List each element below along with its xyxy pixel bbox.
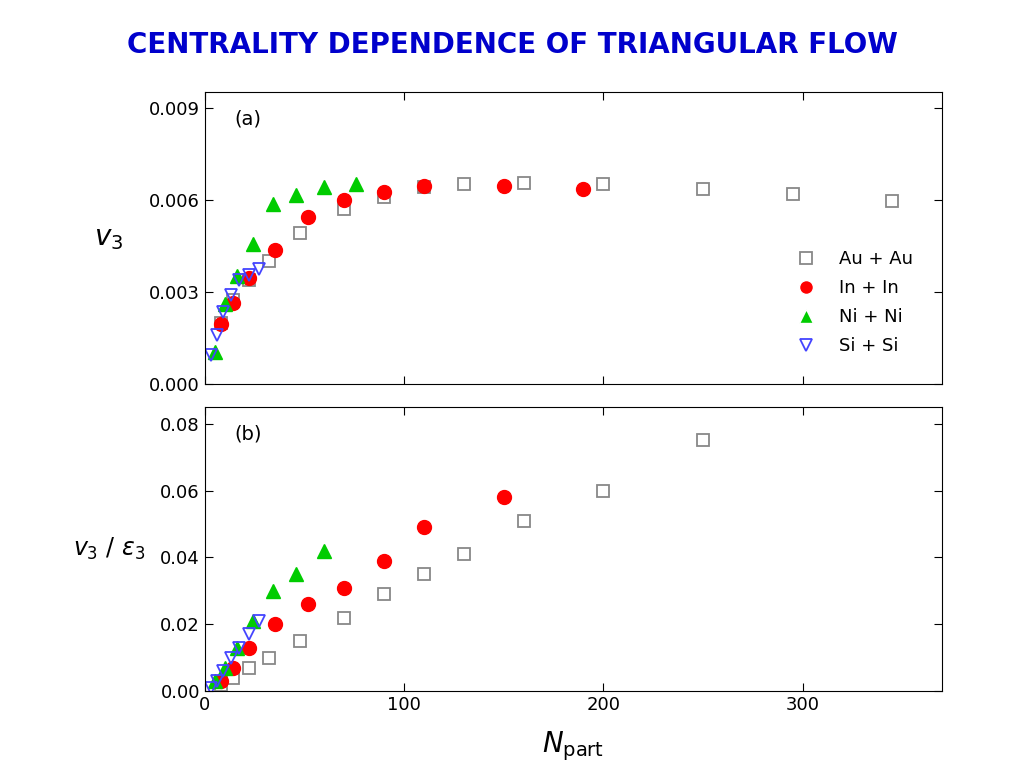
Text: (b): (b) bbox=[234, 424, 262, 443]
Text: (a): (a) bbox=[234, 110, 261, 129]
Text: $N_{\mathrm{part}}$: $N_{\mathrm{part}}$ bbox=[543, 730, 604, 763]
Text: $v_3\ /\ \varepsilon_3$: $v_3\ /\ \varepsilon_3$ bbox=[73, 536, 145, 562]
Text: $v_3$: $v_3$ bbox=[94, 224, 124, 252]
Text: CENTRALITY DEPENDENCE OF TRIANGULAR FLOW: CENTRALITY DEPENDENCE OF TRIANGULAR FLOW bbox=[127, 31, 897, 58]
Legend: Au + Au, In + In, Ni + Ni, Si + Si: Au + Au, In + In, Ni + Ni, Si + Si bbox=[783, 245, 919, 360]
